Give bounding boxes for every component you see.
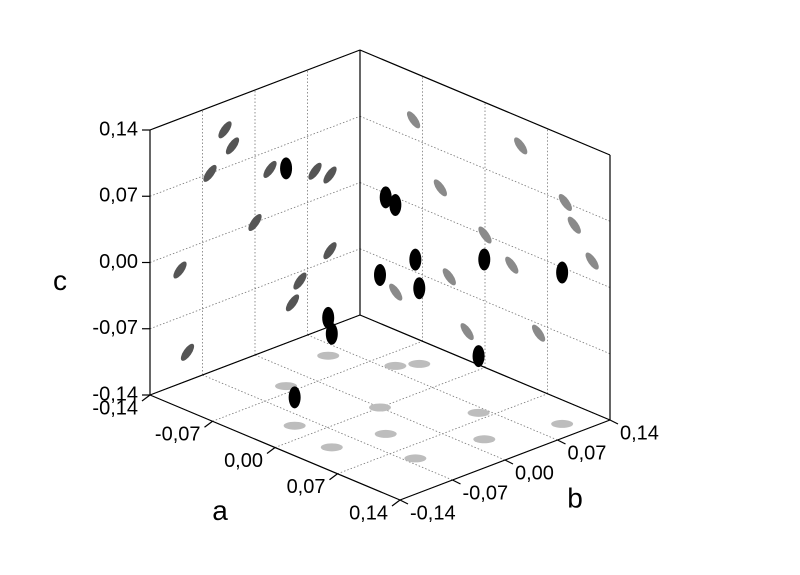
wall-a-projection <box>285 294 300 312</box>
wall-b-projection <box>558 193 572 212</box>
axis-frame <box>359 49 611 156</box>
wall-b-projection <box>505 256 519 274</box>
b-tick-label: 0,07 <box>568 442 607 464</box>
wall-a-projection <box>263 160 277 178</box>
point <box>409 248 422 271</box>
axis-frame <box>149 49 361 131</box>
point <box>379 186 392 209</box>
wall-a-projection <box>180 343 195 361</box>
wall-a-projection <box>248 213 262 232</box>
tick-mark <box>391 499 401 507</box>
wall-a-projection <box>203 164 217 182</box>
wall-a-projection <box>308 162 322 180</box>
point <box>374 264 386 286</box>
wall-a-projection <box>323 166 337 184</box>
c-axis-title: c <box>53 265 67 296</box>
wall-b-projection <box>460 323 474 341</box>
c-tick-label: 0,00 <box>99 251 138 273</box>
tick-mark <box>329 473 338 481</box>
a-tick-label: 0,07 <box>287 476 326 498</box>
b-axis-title: b <box>567 482 583 513</box>
wall-a-projection <box>218 121 232 139</box>
point <box>478 248 491 271</box>
wall-b-projection <box>585 252 599 270</box>
floor-projection <box>467 408 490 417</box>
wall-b-projection <box>433 179 447 197</box>
wall-b-projection <box>531 324 546 342</box>
tick-mark <box>504 459 514 465</box>
point <box>472 345 485 368</box>
wall-b-projection <box>567 216 581 234</box>
floor-projection <box>369 403 391 412</box>
tick-mark <box>266 447 276 454</box>
grid-line <box>337 393 548 475</box>
tick-mark <box>609 419 619 425</box>
floor-projection <box>408 359 431 368</box>
floor-projection <box>551 419 574 428</box>
tick-mark <box>204 420 213 428</box>
wall-b-projection <box>478 226 492 244</box>
wall-b-projection <box>442 268 456 286</box>
b-tick-label: 0,14 <box>620 422 659 444</box>
a-tick-label: -0,07 <box>155 424 201 446</box>
tick-mark <box>141 394 151 402</box>
wall-a-projection <box>173 261 187 279</box>
a-tick-label: 0,00 <box>224 450 263 472</box>
grid-line <box>149 248 361 330</box>
floor-projection <box>317 351 340 360</box>
floor-projection <box>384 361 407 370</box>
a-axis-title: a <box>212 495 228 526</box>
c-tick-label: -0,14 <box>92 383 138 405</box>
tick-mark <box>452 479 461 485</box>
floor-projection <box>320 443 343 452</box>
a-tick-label: -0,14 <box>92 397 138 419</box>
axis-frame <box>359 314 611 421</box>
point <box>389 194 402 216</box>
grid-line <box>212 340 423 422</box>
tick-mark <box>557 439 566 445</box>
c-tick-label: -0,07 <box>92 317 138 339</box>
wall-a-projection <box>225 137 240 155</box>
c-tick-label: 0,14 <box>99 118 138 140</box>
point <box>322 306 335 329</box>
b-tick-label: -0,14 <box>410 502 456 524</box>
point <box>413 277 426 300</box>
grid-line <box>149 115 361 197</box>
wall-a-projection <box>293 272 307 290</box>
axis-frame <box>149 314 361 396</box>
b-tick-label: -0,07 <box>463 482 509 504</box>
wall-a-projection <box>323 242 337 260</box>
c-tick-label: 0,07 <box>99 185 138 207</box>
floor-projection <box>283 421 306 430</box>
floor-projection <box>473 435 496 444</box>
tick-mark <box>399 499 409 505</box>
point <box>288 386 301 409</box>
wall-b-projection <box>389 283 403 301</box>
a-tick-label: 0,14 <box>349 502 388 524</box>
point <box>280 157 293 180</box>
wall-b-projection <box>514 137 528 155</box>
floor-projection <box>374 429 397 438</box>
b-tick-label: 0,00 <box>515 462 554 484</box>
point <box>556 261 569 284</box>
wall-b-projection <box>406 111 421 129</box>
floor-projection <box>404 454 427 463</box>
